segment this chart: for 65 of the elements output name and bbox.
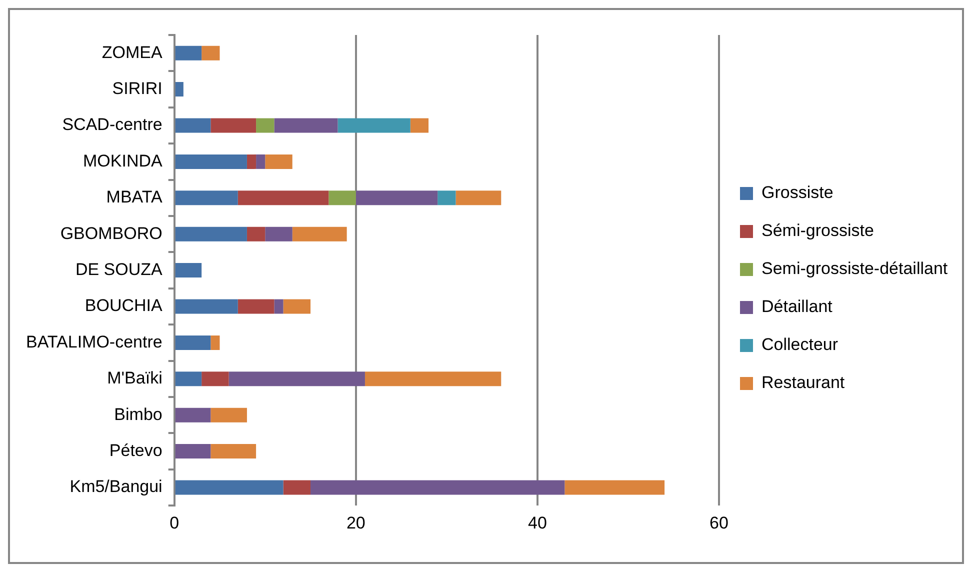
y-tick-label: SIRIRI xyxy=(112,78,162,98)
y-tick-label: MBATA xyxy=(106,188,163,207)
bar xyxy=(246,226,266,242)
bar xyxy=(265,226,292,242)
bar xyxy=(175,444,211,459)
y-tick-label: GBOMBORO xyxy=(60,224,162,243)
legend-label: Restaurant xyxy=(762,373,845,392)
bar xyxy=(246,154,256,169)
bar xyxy=(438,190,456,206)
bar xyxy=(175,299,238,314)
bar xyxy=(310,480,565,495)
x-tick-label: 40 xyxy=(528,513,547,532)
x-tick-label: 20 xyxy=(346,513,366,532)
bar xyxy=(356,190,438,206)
bar xyxy=(338,118,410,133)
y-tick-label: BOUCHIA xyxy=(84,296,163,316)
bar xyxy=(210,335,220,350)
bar xyxy=(175,480,284,495)
bar xyxy=(283,480,311,495)
bar xyxy=(175,118,211,133)
legend-label: Détaillant xyxy=(762,297,833,316)
legend-label: Semi-grossiste-détaillant xyxy=(762,259,948,278)
x-tick-label: 60 xyxy=(710,513,728,532)
bar xyxy=(175,82,184,97)
y-tick-label: DE SOUZA xyxy=(75,260,164,279)
bar xyxy=(256,118,274,133)
y-tick-label: M'Baïki xyxy=(107,368,162,388)
bar xyxy=(238,299,274,314)
y-tick-label: MOKINDA xyxy=(83,151,164,170)
legend-label: Sémi-grossiste xyxy=(762,221,874,240)
bar xyxy=(202,46,220,60)
bar xyxy=(274,299,284,314)
bar xyxy=(210,118,256,133)
bar xyxy=(202,372,229,386)
bar xyxy=(175,372,202,386)
bar xyxy=(175,263,202,278)
y-tick-label: BATALIMO-centre xyxy=(26,332,162,352)
bar xyxy=(175,190,238,206)
bar xyxy=(274,118,338,133)
bar xyxy=(175,154,247,169)
legend-label: Grossiste xyxy=(762,183,834,202)
y-tick-label: SCAD-centre xyxy=(62,115,162,134)
bar xyxy=(175,226,247,242)
bar xyxy=(410,118,429,133)
bar xyxy=(238,190,329,206)
bar xyxy=(228,372,365,386)
bar xyxy=(292,226,347,242)
y-tick-label: ZOMEA xyxy=(102,42,164,62)
bar xyxy=(175,335,211,350)
bar xyxy=(328,190,356,206)
bar xyxy=(210,444,256,459)
legend-label: Collecteur xyxy=(762,335,838,354)
bar xyxy=(364,372,502,386)
bar xyxy=(210,408,247,422)
bar xyxy=(283,299,311,314)
x-tick-label: 0 xyxy=(170,513,180,532)
bar xyxy=(564,480,665,495)
bar xyxy=(175,408,211,422)
bar xyxy=(175,46,202,60)
y-tick-label: Km5/Bangui xyxy=(70,477,162,496)
y-tick-label: Pétevo xyxy=(109,440,162,460)
y-tick-label: Bimbo xyxy=(114,404,162,424)
bar xyxy=(456,190,502,206)
bar xyxy=(265,154,292,169)
bar xyxy=(256,154,266,169)
